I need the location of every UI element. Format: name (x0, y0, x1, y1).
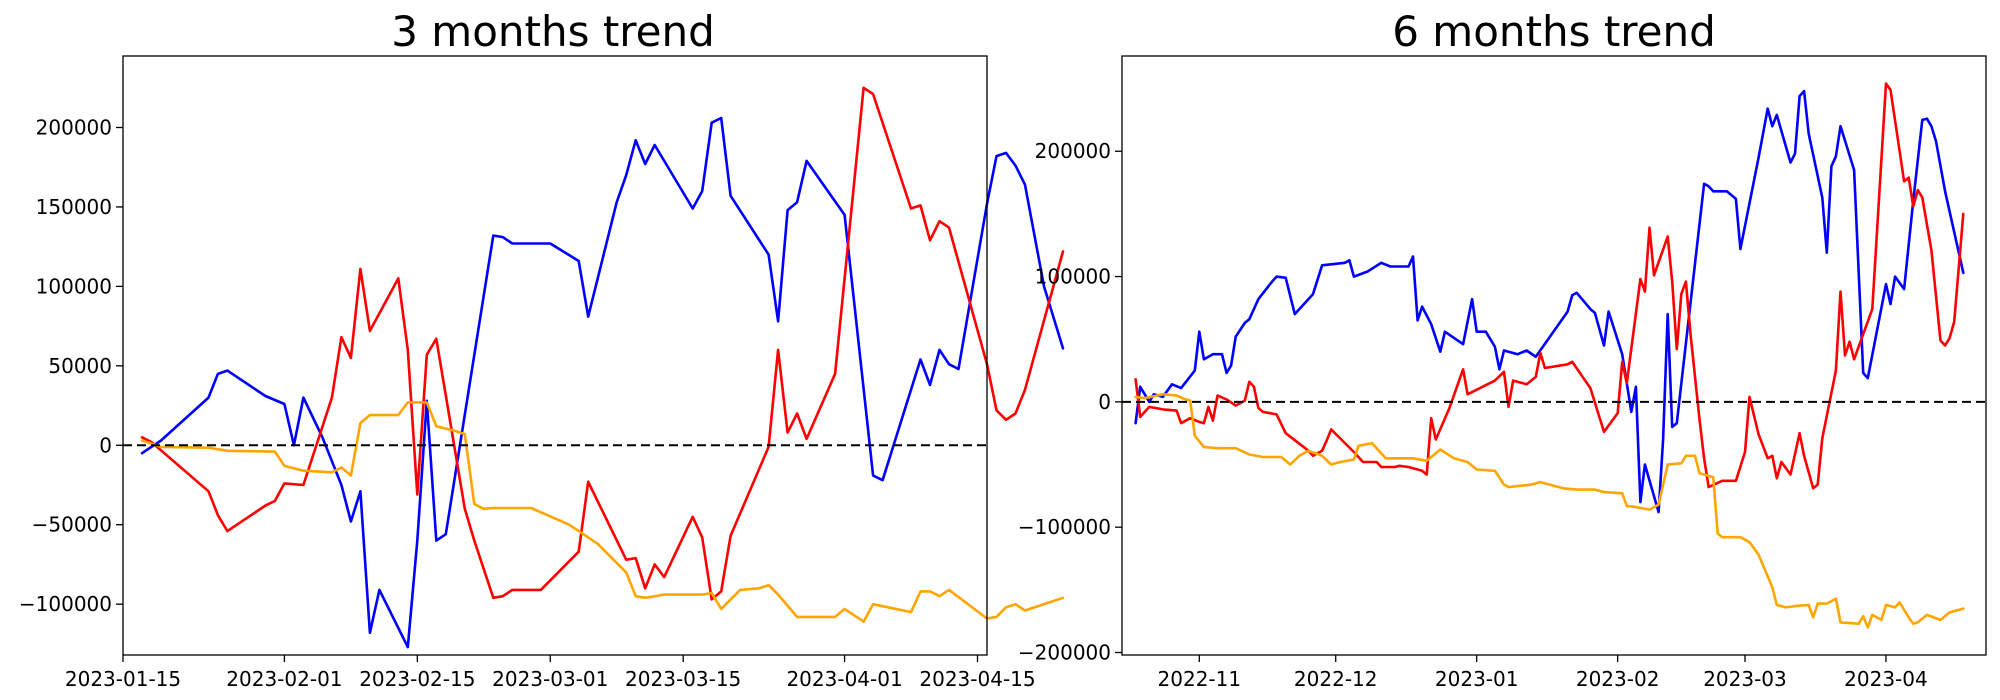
series-line-2 (1134, 82, 1965, 490)
chart-title: 6 months trend (1392, 7, 1716, 56)
x-tick-label: 2022-11 (1158, 667, 1242, 691)
plot-area: −200000 −100000 0 100000 200000 2022-11 2022-1… (1018, 55, 1987, 691)
y-tick-label: 100000 (1035, 265, 1111, 289)
x-tick-label: 2023-03 (1703, 667, 1787, 691)
y-tick-label: 100000 (36, 274, 112, 298)
axes-frame (1121, 55, 1987, 656)
y-tick-label: 50000 (48, 354, 112, 378)
y-tick-label: −100000 (19, 592, 112, 616)
x-tick-label: 2023-02 (1576, 667, 1660, 691)
y-tick-label: −50000 (32, 513, 112, 537)
series-line-3 (140, 401, 1065, 623)
x-tick-label: 2022-12 (1294, 667, 1378, 691)
chart-title: 3 months trend (391, 7, 715, 56)
y-tick-label: −100000 (1018, 515, 1111, 539)
x-tick-label: 2023-01 (1435, 667, 1519, 691)
y-tick-label: 0 (1098, 390, 1111, 414)
y-tick-label: 200000 (36, 115, 112, 139)
chart-panel-3-months: 3 months trend −100000 −50000 0 50000 100000… (19, 7, 1065, 691)
x-tick-label: 2023-01-15 (65, 667, 181, 691)
x-tick-label: 2023-03-01 (492, 667, 608, 691)
x-tick-label: 2023-02-01 (226, 667, 342, 691)
y-tick-label: 200000 (1035, 139, 1111, 163)
y-tick-label: −200000 (1018, 640, 1111, 664)
x-tick-label: 2023-04 (1844, 667, 1928, 691)
plot-area: −100000 −50000 0 50000 100000 150000 200000 202… (19, 55, 1065, 691)
series-line-1 (1134, 89, 1965, 514)
y-tick-label: 150000 (36, 195, 112, 219)
x-tick-label: 2023-02-15 (359, 667, 475, 691)
axes-frame (122, 55, 988, 656)
x-tick-label: 2023-03-15 (625, 667, 741, 691)
x-tick-label: 2023-04-01 (786, 667, 902, 691)
series-line-1 (140, 116, 1065, 649)
x-tick-label: 2023-04-15 (919, 667, 1035, 691)
chart-panel-6-months: 6 months trend −200000 −100000 0 100000 2000… (1018, 7, 1987, 691)
y-tick-label: 0 (99, 433, 112, 457)
series-line-2 (140, 86, 1065, 601)
series-line-3 (1134, 392, 1965, 629)
